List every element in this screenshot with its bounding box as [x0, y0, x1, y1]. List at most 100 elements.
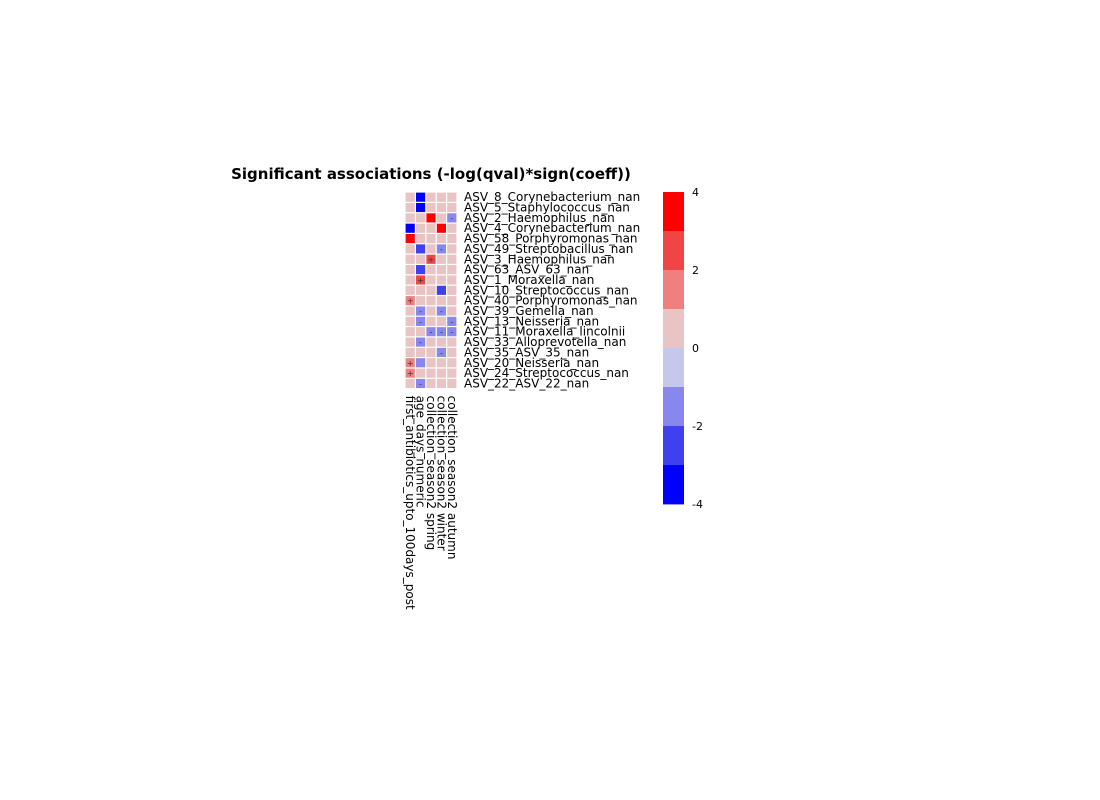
cell-sign-label: - — [440, 307, 443, 316]
heatmap-cell — [447, 368, 457, 378]
heatmap-cell — [447, 265, 457, 275]
heatmap-cell — [405, 202, 415, 213]
heatmap-cell — [436, 316, 446, 326]
column-label: collection_season2 spring — [424, 396, 438, 551]
row-label: ASV_33_Alloprevotella_nan — [464, 335, 626, 349]
row-label: ASV_63_ASV_63_nan — [464, 263, 589, 277]
heatmap-cell — [447, 223, 457, 233]
heatmap-cell — [426, 337, 436, 347]
heatmap-cell — [416, 306, 426, 316]
heatmap-cell — [416, 213, 426, 223]
row-label: ASV_5_Staphylococcus_nan — [464, 201, 630, 215]
colorbar-segment — [663, 348, 684, 388]
heatmap-cell — [416, 368, 426, 378]
heatmap-cell — [426, 254, 436, 264]
column-label: age_days_numeric — [414, 396, 428, 508]
heatmap-cell — [426, 213, 436, 223]
heatmap-cell — [436, 378, 446, 389]
row-label: ASV_39_Gemella_nan — [464, 304, 594, 318]
colorbar-tick-label: -4 — [692, 498, 703, 511]
colorbar-segment — [663, 192, 684, 232]
heatmap-cell — [416, 254, 426, 264]
heatmap-cell — [416, 378, 426, 389]
heatmap-cell — [447, 202, 457, 213]
heatmap-cell — [447, 213, 457, 223]
heatmap-cell — [447, 234, 457, 244]
heatmap-cell — [436, 192, 446, 202]
row-label: ASV_10_Streptococcus_nan — [464, 283, 629, 297]
heatmap-cell — [447, 378, 457, 389]
colorbar-segment — [663, 231, 684, 271]
heatmap-cell — [447, 337, 457, 347]
colorbar-tick-label: -2 — [692, 420, 703, 433]
cell-sign-label: - — [419, 338, 422, 347]
heatmap-cell — [416, 244, 426, 254]
heatmap-cell — [405, 223, 415, 233]
colorbar-segment — [663, 387, 684, 427]
cell-sign-label: - — [440, 348, 443, 357]
heatmap-cell — [405, 275, 415, 285]
heatmap-cell — [447, 254, 457, 264]
heatmap-cell — [426, 296, 436, 306]
row-label: ASV_49_Streptobacillus_nan — [464, 242, 633, 256]
heatmap-cell — [416, 337, 426, 347]
heatmap-cell — [447, 327, 457, 337]
heatmap-cells: --+++- -- -- - ---++- — [405, 192, 457, 389]
cell-sign-label: - — [450, 214, 453, 223]
heatmap-cell — [405, 358, 415, 368]
heatmap-cell — [436, 285, 446, 295]
heatmap-cell — [416, 358, 426, 368]
cell-sign-label: + — [417, 276, 424, 285]
heatmap-cell — [405, 234, 415, 244]
colorbar-segment — [663, 309, 684, 349]
heatmap-cell — [447, 347, 457, 357]
cell-sign-label: + — [428, 255, 435, 264]
heatmap-cell — [447, 244, 457, 254]
heatmap-cell — [426, 192, 436, 202]
heatmap-cell — [405, 192, 415, 202]
heatmap-cell — [426, 285, 436, 295]
cell-sign-label: - — [419, 317, 422, 326]
heatmap-cell — [436, 234, 446, 244]
row-label: ASV_4_Corynebacterium_nan — [464, 221, 640, 235]
heatmap-cell — [416, 234, 426, 244]
row-label: ASV_11_Moraxella_lincolnii — [464, 325, 625, 339]
heatmap-cell — [436, 296, 446, 306]
cell-sign-label: - — [419, 379, 422, 388]
heatmap-cell — [416, 316, 426, 326]
colorbar-segment — [663, 426, 684, 466]
row-label: ASV_3_Haemophilus_nan — [464, 252, 615, 266]
heatmap-cell — [436, 368, 446, 378]
heatmap-cell — [405, 368, 415, 378]
heatmap-cell — [405, 337, 415, 347]
heatmap-cell — [416, 296, 426, 306]
row-label: ASV_20_Neisseria_nan — [464, 356, 599, 370]
heatmap-cell — [436, 327, 446, 337]
heatmap-cell — [447, 358, 457, 368]
cell-sign-label: - — [440, 328, 443, 337]
row-label: ASV_35_ASV_35_nan — [464, 345, 589, 359]
heatmap-cell — [426, 327, 436, 337]
heatmap-cell — [405, 265, 415, 275]
heatmap-cell — [405, 213, 415, 223]
cell-sign-label: - — [419, 307, 422, 316]
colorbar-segment — [663, 270, 684, 310]
row-label: ASV_58_Porphyromonas_nan — [464, 232, 638, 246]
colorbar-tick-label: 2 — [692, 264, 699, 277]
heatmap-cell — [447, 285, 457, 295]
row-labels: ASV_8_Corynebacterium_nanASV_5_Staphyloc… — [464, 190, 640, 390]
cell-sign-label: - — [450, 317, 453, 326]
column-label: collection_season2 autumn — [445, 396, 459, 560]
heatmap-cell — [426, 378, 436, 389]
heatmap-cell — [436, 275, 446, 285]
heatmap-cell — [416, 192, 426, 202]
heatmap-cell — [436, 244, 446, 254]
heatmap-cell — [405, 296, 415, 306]
row-label: ASV_1_Moraxella_nan — [464, 273, 594, 287]
heatmap-cell — [436, 347, 446, 357]
heatmap-cell — [426, 223, 436, 233]
row-label: ASV_8_Corynebacterium_nan — [464, 190, 640, 204]
heatmap-cell — [426, 275, 436, 285]
heatmap-cell — [436, 254, 446, 264]
